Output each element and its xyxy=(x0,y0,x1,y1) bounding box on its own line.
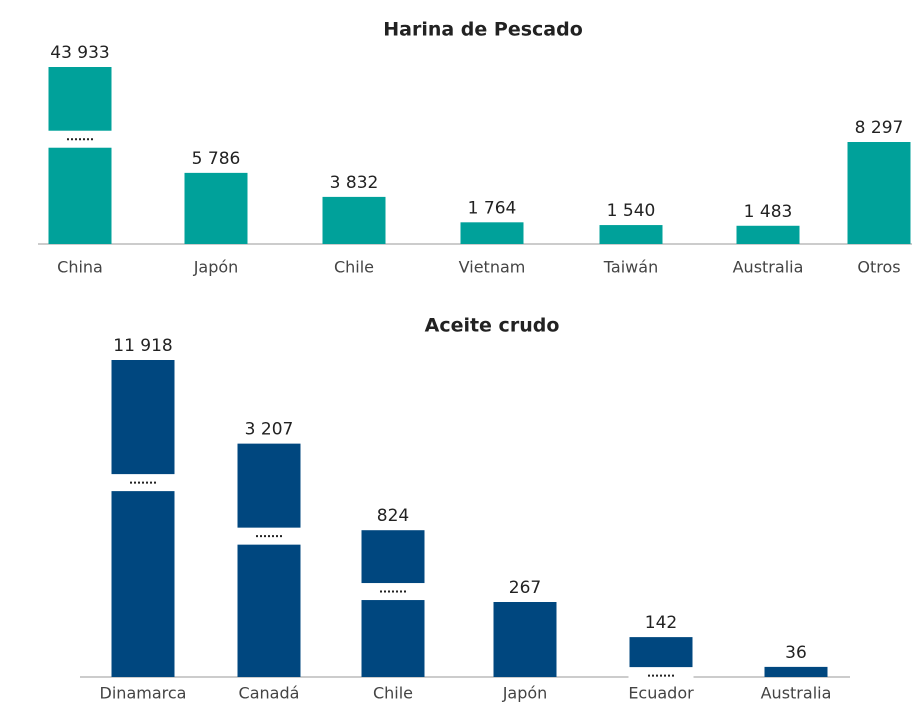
x-tick-label: Australia xyxy=(761,684,832,702)
bar xyxy=(599,225,663,244)
x-tick-label: Japón xyxy=(193,258,239,277)
bar xyxy=(237,443,301,677)
value-label: 1 764 xyxy=(468,198,517,218)
chart-title: Aceite crudo xyxy=(425,315,560,337)
x-tick-label: Dinamarca xyxy=(100,684,187,702)
bar xyxy=(460,222,524,244)
value-label: 36 xyxy=(785,643,807,663)
x-tick-label: Chile xyxy=(334,258,374,277)
value-label: 824 xyxy=(377,506,409,526)
value-label: 43 933 xyxy=(50,43,109,63)
bar xyxy=(322,196,386,244)
value-label: 1 540 xyxy=(607,201,656,221)
x-tick-label: Chile xyxy=(373,684,413,702)
bar xyxy=(847,142,911,244)
x-tick-label: Japón xyxy=(502,684,548,702)
value-label: 5 786 xyxy=(192,149,241,169)
value-label: 267 xyxy=(509,578,541,598)
bar xyxy=(361,530,425,677)
x-tick-label: Vietnam xyxy=(459,258,526,277)
bar xyxy=(184,172,248,244)
x-tick-label: China xyxy=(57,258,103,277)
value-label: 142 xyxy=(645,613,677,633)
value-label: 3 832 xyxy=(330,173,379,193)
bar xyxy=(493,602,557,677)
x-tick-label: Ecuador xyxy=(628,684,694,702)
value-label: 11 918 xyxy=(113,336,172,356)
bar xyxy=(48,67,112,244)
x-tick-label: Otros xyxy=(857,258,900,277)
x-tick-label: Australia xyxy=(733,258,804,277)
bar xyxy=(764,666,828,677)
value-label: 8 297 xyxy=(855,118,904,138)
x-tick-label: Taiwán xyxy=(603,258,658,277)
value-label: 3 207 xyxy=(245,420,294,440)
chart-title: Harina de Pescado xyxy=(383,19,583,41)
x-tick-label: Canadá xyxy=(239,684,300,702)
bar xyxy=(736,225,800,244)
value-label: 1 483 xyxy=(744,202,793,222)
bar xyxy=(111,360,175,677)
